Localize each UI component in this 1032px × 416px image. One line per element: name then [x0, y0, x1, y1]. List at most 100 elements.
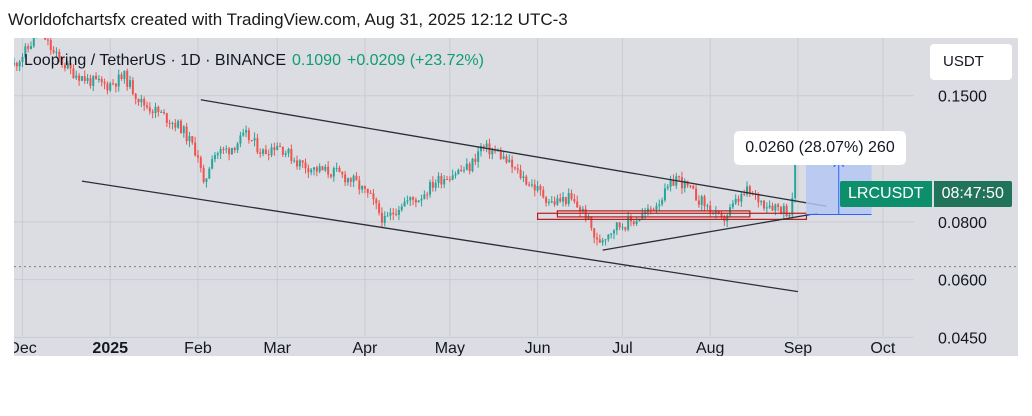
candle-body	[479, 146, 482, 152]
candle-body	[522, 176, 525, 179]
candle-body	[601, 240, 604, 243]
candle-body	[692, 186, 695, 189]
candle-body	[171, 123, 174, 125]
candle-body	[392, 212, 395, 215]
candle-body	[196, 155, 199, 158]
candle-body	[296, 160, 299, 167]
candle-body	[774, 204, 777, 211]
candlestick-chart[interactable]: 0.1500 0.0800 0.0600 0.0450 Dec 2025 Feb Mar Apr…	[14, 38, 1018, 356]
candle-body	[499, 150, 502, 159]
candle-body	[15, 62, 18, 67]
currency-button[interactable]: USDT	[930, 44, 1012, 80]
candle-body	[471, 158, 474, 172]
candle-body	[420, 198, 423, 201]
candle-body	[27, 46, 30, 49]
candle-body	[44, 38, 47, 40]
candle-body	[581, 208, 584, 212]
candle-body	[126, 70, 129, 87]
candle-body	[205, 178, 208, 182]
candle-body	[547, 201, 550, 203]
x-tick-label: Oct	[870, 340, 895, 356]
candle-body	[281, 146, 284, 155]
candle-body	[287, 148, 290, 154]
upper-channel-line	[200, 99, 827, 207]
candle-body	[457, 169, 460, 174]
candle-body	[545, 197, 548, 203]
candle-body	[270, 147, 273, 156]
candle-body	[463, 169, 465, 171]
candle-body	[219, 149, 222, 154]
candle-body	[157, 106, 160, 113]
candle-body	[369, 192, 372, 194]
candle-body	[618, 222, 621, 228]
candle-body	[117, 74, 120, 87]
candle-body	[106, 83, 109, 91]
candle-body	[440, 175, 443, 185]
candle-body	[530, 184, 533, 186]
candle-body	[63, 64, 66, 69]
candle-body	[188, 136, 191, 142]
y-tick-label: 0.0450	[938, 330, 987, 347]
candle-body	[103, 82, 106, 84]
candle-body	[556, 198, 559, 205]
candle-body	[550, 201, 553, 203]
support-zone-wide	[536, 212, 808, 220]
candle-body	[564, 196, 567, 204]
candle-body	[395, 214, 398, 216]
candle-body	[83, 76, 86, 81]
candle-body	[760, 200, 763, 203]
candle-body	[344, 174, 347, 183]
candle-body	[327, 166, 330, 175]
candle-body	[32, 38, 35, 47]
candle-body	[576, 201, 579, 208]
candle-body	[397, 209, 400, 215]
candle-body	[355, 175, 358, 181]
candle-body	[496, 150, 499, 152]
candle-body	[516, 168, 519, 170]
candle-body	[652, 208, 655, 210]
candle-body	[177, 120, 180, 128]
candle-body	[315, 167, 318, 172]
candle-body	[134, 93, 137, 99]
candle-body	[678, 176, 681, 178]
x-tick-label: Apr	[352, 340, 378, 356]
candle-body	[310, 169, 313, 173]
x-tick-label: Dec	[14, 340, 37, 356]
candle-body	[709, 205, 712, 214]
candle-body	[485, 143, 488, 148]
candle-body	[477, 151, 480, 162]
candle-body	[273, 147, 276, 151]
symbol-name: Loopring / TetherUS · 1D · BINANCE	[24, 52, 287, 69]
candle-body	[746, 186, 749, 195]
candle-body	[414, 199, 417, 203]
candle-body	[372, 193, 375, 200]
candle-body	[216, 153, 219, 156]
candle-body	[256, 138, 259, 153]
candle-body	[165, 113, 168, 123]
candle-body	[635, 220, 638, 224]
candle-body	[763, 200, 765, 209]
ticker-badge: LRCUSDT 08:47:50	[840, 181, 1012, 207]
candle-body	[482, 146, 485, 148]
candle-body	[502, 156, 505, 159]
candle-body	[448, 179, 451, 181]
candle-body	[123, 70, 126, 80]
chart-caption: Worldofchartsfx created with TradingView…	[8, 10, 568, 29]
candle-body	[429, 181, 432, 195]
ticker-countdown: 08:47:50	[933, 181, 1012, 207]
candle-body	[737, 198, 740, 202]
candle-body	[262, 149, 265, 154]
candle-body	[361, 185, 364, 190]
candle-body	[596, 237, 599, 240]
candle-body	[590, 216, 593, 229]
candle-body	[208, 168, 211, 179]
candle-body	[748, 186, 751, 194]
candle-body	[468, 163, 471, 172]
candle-body	[655, 205, 658, 210]
symbol-header: Loopring / TetherUS · 1D · BINANCE 0.1090…	[24, 52, 484, 70]
candle-body	[689, 185, 692, 187]
candle-body	[389, 212, 392, 216]
candle-body	[539, 186, 542, 190]
candle-body	[358, 180, 361, 190]
candle-body	[349, 178, 352, 182]
